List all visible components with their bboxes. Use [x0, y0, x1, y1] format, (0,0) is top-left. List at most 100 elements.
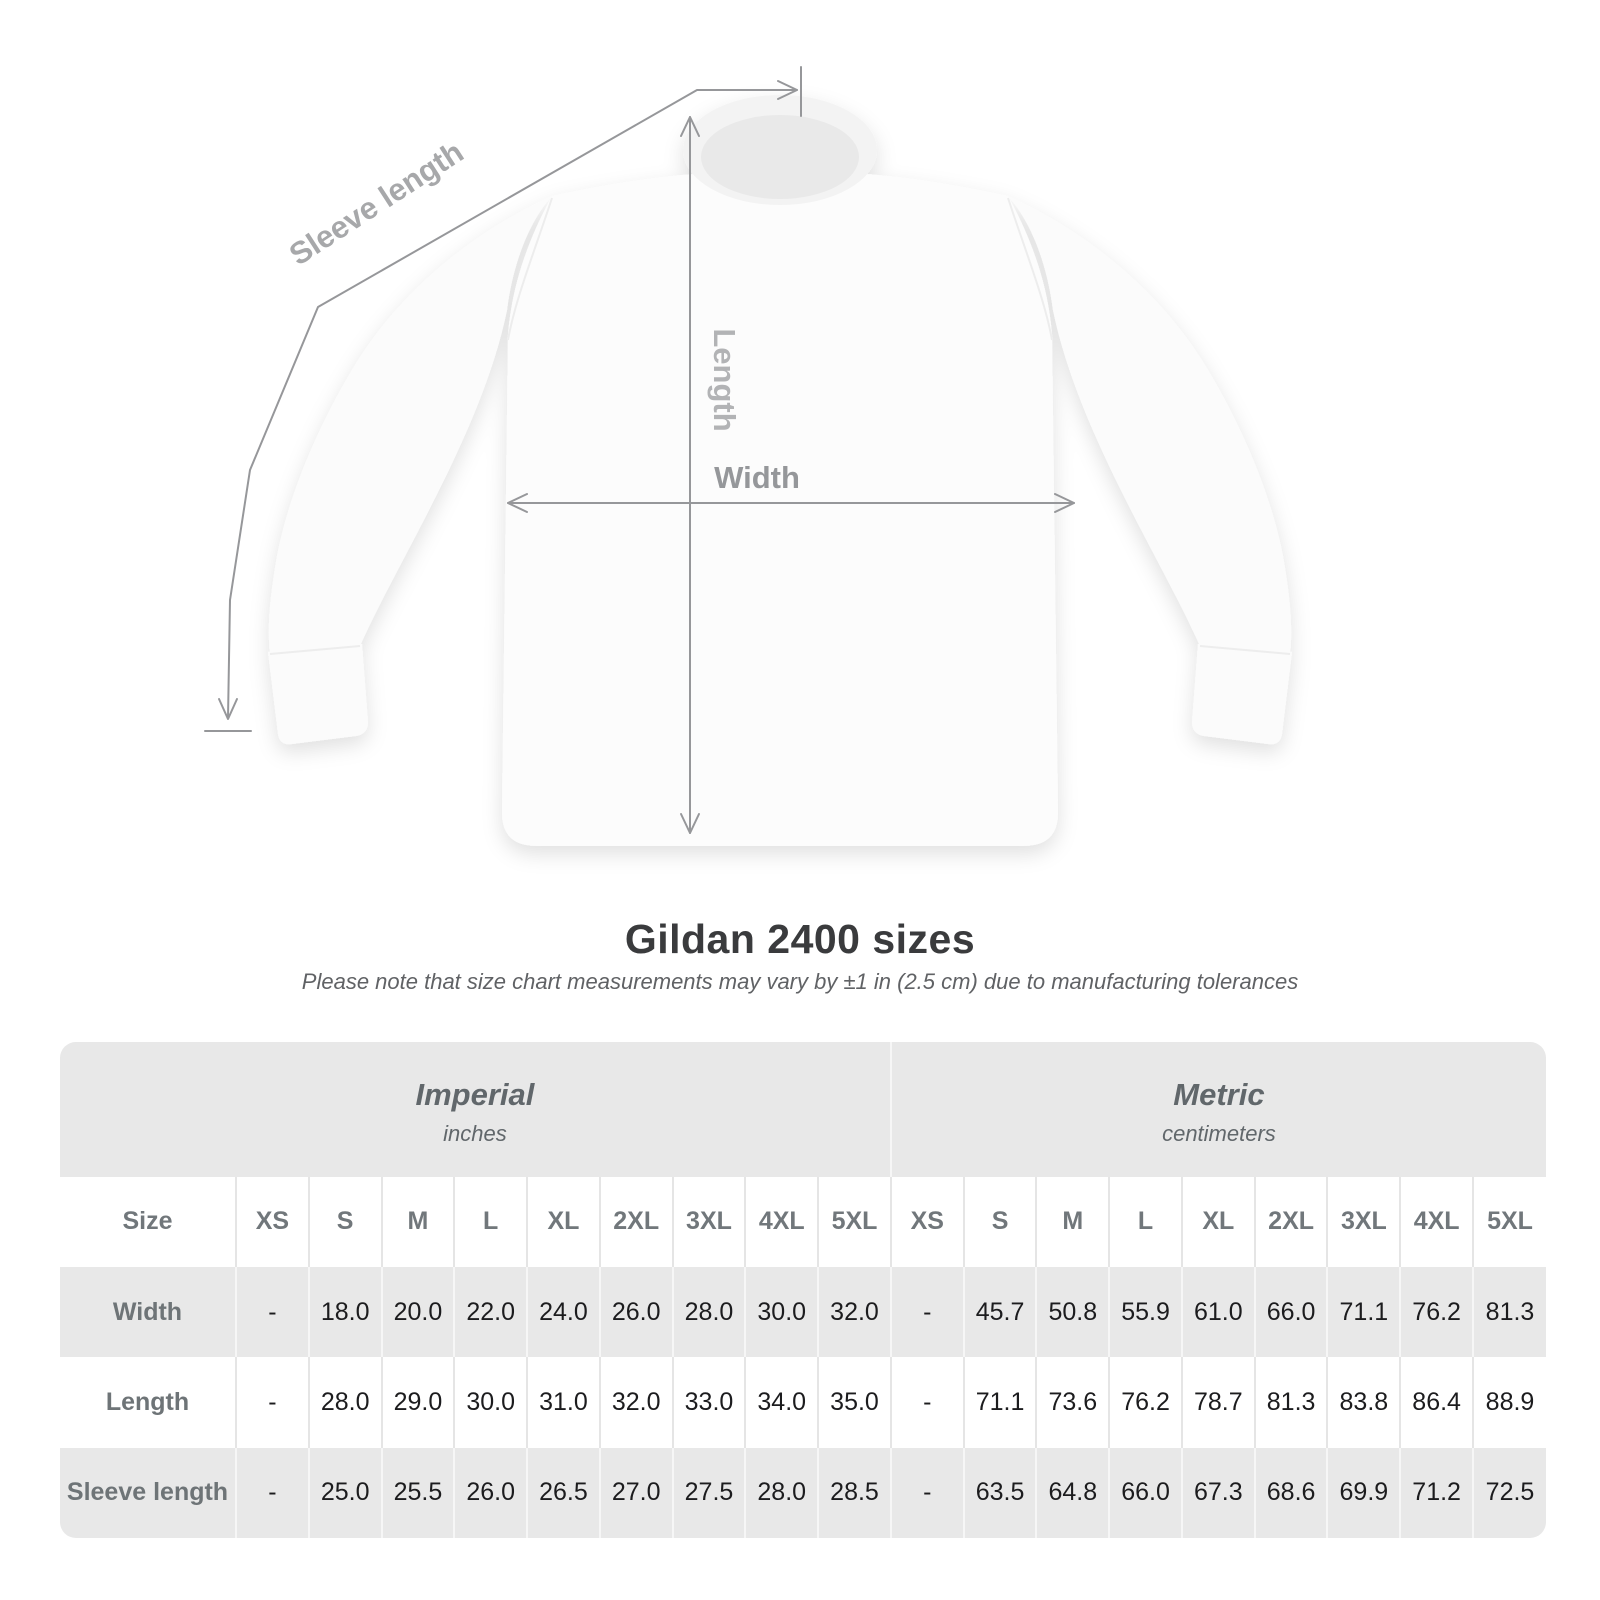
measurement-value: 78.7	[1180, 1357, 1255, 1448]
sleeve-length-label: Sleeve length	[283, 134, 470, 272]
size-option: XS	[889, 1176, 964, 1267]
sleeve-arrow-down-icon	[218, 698, 238, 720]
measurement-value: 45.7	[962, 1266, 1037, 1358]
left-cuff	[268, 644, 368, 745]
measurement-value: 71.2	[1399, 1447, 1474, 1538]
size-table-container: Imperial inches Metric centimeters Size …	[60, 1042, 1546, 1538]
size-option: 5XL	[1472, 1176, 1546, 1267]
size-option: 5XL	[817, 1176, 891, 1267]
measurement-value: 61.0	[1180, 1266, 1255, 1358]
measurement-value: 18.0	[307, 1266, 382, 1358]
measurement-value: -	[235, 1357, 309, 1448]
right-sleeve	[1008, 196, 1292, 654]
width-label: Width	[714, 460, 800, 495]
metric-heading: Metric	[1173, 1076, 1265, 1112]
left-sleeve	[268, 196, 552, 654]
measurement-value: 35.0	[817, 1357, 891, 1448]
unit-header-row: Imperial inches Metric centimeters	[60, 1042, 1546, 1177]
imperial-unit-label: inches	[443, 1120, 507, 1146]
size-column-header: Size	[122, 1207, 173, 1236]
table-row-length: Length - 28.0 29.0 30.0 31.0 32.0 33.0 3…	[60, 1357, 1546, 1448]
measurement-value: 26.5	[526, 1447, 600, 1538]
measurement-value: 32.0	[598, 1357, 673, 1448]
measurement-value: 27.0	[598, 1447, 673, 1538]
measurement-value: 26.0	[598, 1266, 673, 1358]
size-option: XS	[235, 1176, 309, 1267]
shirt-body	[502, 171, 1058, 846]
measurement-value: -	[889, 1447, 964, 1538]
page-title: Gildan 2400 sizes	[624, 916, 976, 962]
size-option: L	[1108, 1176, 1182, 1267]
width-measure	[507, 493, 1075, 513]
measurement-value: 81.3	[1253, 1357, 1328, 1448]
size-header-row: Size XS S M L XL 2XL 3XL 4XL 5XL XS S M …	[60, 1176, 1546, 1267]
table-row-sleeve-length: Sleeve length - 25.0 25.5 26.0 26.5 27.0…	[60, 1447, 1546, 1538]
table-row-width: Width - 18.0 20.0 22.0 24.0 26.0 28.0 30…	[60, 1266, 1546, 1358]
measurement-value: 25.5	[380, 1447, 455, 1538]
seam-lines	[269, 197, 1291, 655]
size-option: 3XL	[1326, 1176, 1401, 1267]
measurement-value: 33.0	[671, 1357, 746, 1448]
length-arrow-up-icon	[680, 116, 700, 137]
shirt-measurement-diagram: Sleeve length Length Width	[204, 66, 1292, 846]
length-measure	[680, 116, 700, 834]
measurement-value: 25.0	[307, 1447, 382, 1538]
measurement-value: 24.0	[526, 1266, 600, 1358]
metric-unit-label: centimeters	[1162, 1120, 1276, 1146]
sleeve-arrow-right-icon	[777, 80, 798, 100]
width-arrow-left-icon	[507, 493, 528, 513]
measurement-value: -	[235, 1266, 309, 1358]
imperial-heading: Imperial	[415, 1076, 535, 1112]
measurement-value: 28.0	[307, 1357, 382, 1448]
size-option: 2XL	[598, 1176, 673, 1267]
measurement-value: 22.0	[453, 1266, 528, 1358]
measurement-value: 69.9	[1326, 1447, 1401, 1538]
measurement-value: 20.0	[380, 1266, 455, 1358]
size-option: XL	[526, 1176, 600, 1267]
row-label-sleeve-length: Sleeve length	[66, 1478, 229, 1507]
measurement-value: 88.9	[1472, 1357, 1546, 1448]
size-option: M	[1035, 1176, 1110, 1267]
measurement-value: 71.1	[1326, 1266, 1401, 1358]
size-option: 4XL	[1399, 1176, 1474, 1267]
size-option: S	[962, 1176, 1037, 1267]
measurement-value: 72.5	[1472, 1447, 1546, 1538]
measurement-value: -	[889, 1266, 964, 1358]
measurement-value: 68.6	[1253, 1447, 1328, 1538]
measurement-value: 31.0	[526, 1357, 600, 1448]
long-sleeve-shirt-illustration	[268, 95, 1292, 846]
measurement-value: 34.0	[744, 1357, 819, 1448]
measurement-value: -	[235, 1447, 309, 1538]
measurement-value: 63.5	[962, 1447, 1037, 1538]
unit-group-imperial: Imperial inches	[60, 1042, 891, 1177]
measurement-value: 30.0	[453, 1357, 528, 1448]
measurement-value: 32.0	[817, 1266, 891, 1358]
size-option: M	[380, 1176, 455, 1267]
size-option: L	[453, 1176, 528, 1267]
sleeve-length-measure	[204, 66, 802, 732]
measurement-value: 67.3	[1180, 1447, 1255, 1538]
measurement-value: 28.0	[671, 1266, 746, 1358]
size-option: 4XL	[744, 1176, 819, 1267]
measurement-value: 28.0	[744, 1447, 819, 1538]
measurement-value: 66.0	[1108, 1447, 1182, 1538]
size-option: XL	[1180, 1176, 1255, 1267]
sleeve-measure-line	[227, 89, 798, 719]
collar-opening	[701, 115, 859, 199]
measurement-value: 81.3	[1472, 1266, 1546, 1358]
measurement-value: 76.2	[1399, 1266, 1474, 1358]
measurement-value: 55.9	[1108, 1266, 1182, 1358]
measurement-value: -	[889, 1357, 964, 1448]
row-label-length: Length	[105, 1387, 190, 1416]
right-cuff	[1192, 644, 1292, 745]
measurement-value: 86.4	[1399, 1357, 1474, 1448]
measurement-value: 83.8	[1326, 1357, 1401, 1448]
length-arrow-down-icon	[680, 813, 700, 834]
size-option: 3XL	[671, 1176, 746, 1267]
measurement-value: 73.6	[1035, 1357, 1110, 1448]
measurement-value: 27.5	[671, 1447, 746, 1538]
measurement-lines	[204, 66, 1075, 834]
size-option: S	[307, 1176, 382, 1267]
length-label: Length	[707, 328, 742, 431]
unit-group-metric: Metric centimeters	[889, 1042, 1546, 1177]
